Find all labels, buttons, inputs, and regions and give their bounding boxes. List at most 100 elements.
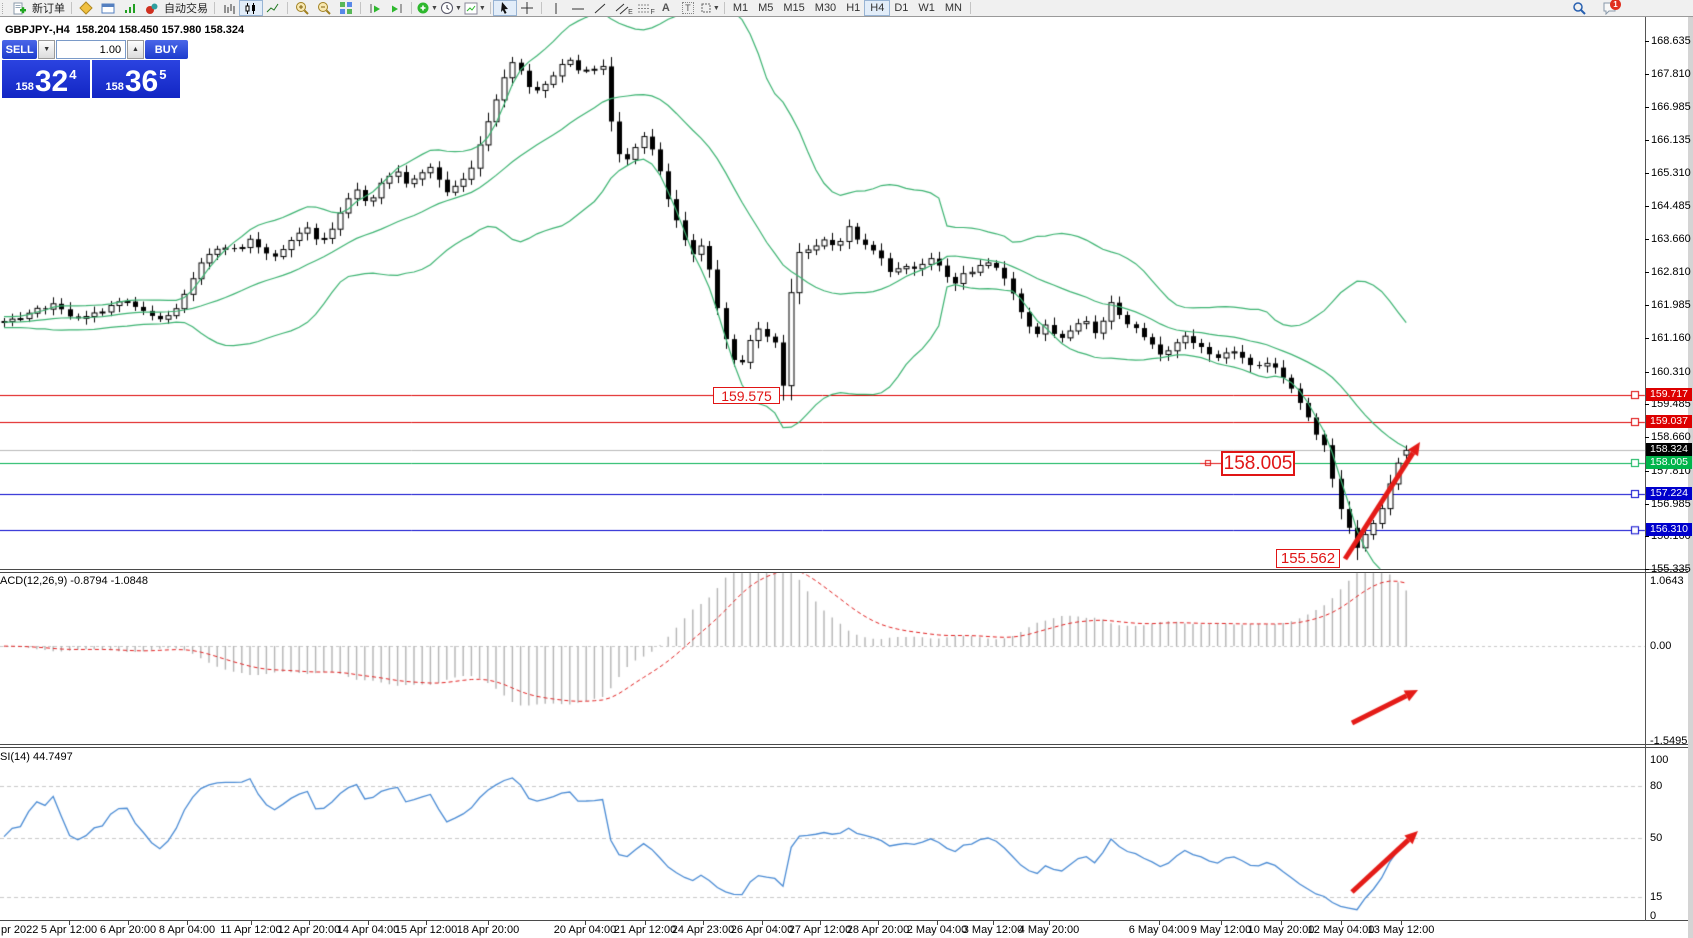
bar-chart-button[interactable] bbox=[218, 1, 240, 15]
cursor-icon bbox=[498, 1, 512, 15]
buy-price-big: 36 bbox=[124, 65, 159, 98]
text-tool[interactable]: A bbox=[655, 1, 677, 15]
macd-rsi-separator[interactable] bbox=[0, 744, 1688, 748]
price-tick-label: 159.485 bbox=[1651, 398, 1691, 411]
volume-decrease-button[interactable]: ▼ bbox=[38, 40, 56, 59]
timeframe-h4[interactable]: H4 bbox=[864, 0, 891, 16]
price-tick-dash bbox=[1645, 569, 1649, 570]
sell-price-figure: 158 bbox=[15, 81, 34, 93]
new-order-button[interactable] bbox=[9, 1, 31, 15]
auto-scroll-button[interactable] bbox=[364, 1, 386, 15]
price-tick-dash bbox=[1645, 41, 1649, 42]
trendline-tool[interactable] bbox=[589, 1, 611, 15]
time-axis-tick bbox=[993, 921, 994, 925]
timeframe-d1[interactable]: D1 bbox=[894, 2, 909, 14]
price-tick-dash bbox=[1645, 503, 1649, 505]
price-tick-dash bbox=[1645, 140, 1649, 142]
channel-tool[interactable]: E bbox=[611, 1, 633, 16]
rsi-scale-label: 50 bbox=[1650, 831, 1663, 844]
time-axis-label: 13 May 12:00 bbox=[1367, 924, 1435, 936]
price-tick-dash bbox=[1645, 173, 1649, 174]
chart-object-button[interactable] bbox=[75, 1, 97, 15]
price-tick-label: 161.160 bbox=[1651, 331, 1691, 344]
annotation-box-158_005[interactable]: 158.005 bbox=[1221, 451, 1295, 476]
tile-windows-button[interactable] bbox=[335, 1, 357, 15]
time-axis-label: 3 May 12:00 bbox=[962, 924, 1024, 936]
dropdown-caret-icon: ▼ bbox=[712, 4, 720, 12]
vertical-line-tool[interactable] bbox=[545, 1, 567, 15]
volume-input[interactable] bbox=[56, 40, 127, 59]
templates-button[interactable]: ▼ bbox=[463, 1, 487, 15]
auto-trading-label[interactable]: 自动交易 bbox=[164, 3, 208, 15]
price-badge: 159.717 bbox=[1646, 388, 1692, 402]
time-axis-label: 24 Apr 23:00 bbox=[671, 924, 735, 936]
annotation-box-155_562[interactable]: 155.562 bbox=[1276, 549, 1340, 568]
indicators-button[interactable]: ▼ bbox=[415, 1, 439, 15]
time-axis-label: 10 May 20:00 bbox=[1247, 924, 1315, 936]
auto-trading-button[interactable] bbox=[141, 1, 163, 15]
rsi-scale-label: 100 bbox=[1650, 754, 1669, 766]
price-tick-label: 167.810 bbox=[1651, 67, 1691, 80]
chart-shift-icon bbox=[390, 2, 404, 15]
timeframe-h1[interactable]: H1 bbox=[846, 2, 861, 14]
text-label-icon: T bbox=[682, 2, 694, 14]
time-axis-tick bbox=[488, 921, 489, 925]
time-axis-tick bbox=[937, 921, 938, 925]
buy-price-panel[interactable]: 158 36 5 bbox=[92, 60, 180, 98]
timeframe-w1[interactable]: W1 bbox=[918, 2, 935, 14]
horizontal-line-tool[interactable] bbox=[567, 1, 589, 15]
time-axis-label: 5 Apr 12:00 bbox=[40, 924, 98, 936]
fibonacci-tool[interactable]: F bbox=[633, 1, 655, 16]
template-icon bbox=[464, 2, 478, 15]
sell-price-big: 32 bbox=[34, 65, 69, 98]
toolbar-right-group: 1 bbox=[1568, 0, 1621, 15]
buy-button[interactable]: BUY bbox=[144, 40, 189, 59]
timeframe-m1[interactable]: M1 bbox=[732, 2, 749, 14]
search-button[interactable] bbox=[1568, 1, 1590, 15]
toolbar-separator bbox=[723, 2, 725, 14]
fibonacci-icon bbox=[637, 2, 651, 15]
chart-shift-button[interactable] bbox=[386, 1, 408, 15]
price-badge: 159.037 bbox=[1646, 415, 1692, 429]
price-axis-line bbox=[1645, 17, 1646, 921]
timeframe-m30[interactable]: M30 bbox=[814, 2, 837, 14]
sell-button[interactable]: SELL bbox=[2, 40, 38, 59]
line-chart-button[interactable] bbox=[262, 1, 284, 15]
rsi-scale-label: 80 bbox=[1650, 780, 1663, 793]
timeframe-mn[interactable]: MN bbox=[944, 2, 962, 14]
annotation-box-159_575[interactable]: 159.575 bbox=[713, 387, 780, 404]
shapes-tool[interactable]: ▼ bbox=[699, 1, 721, 15]
time-axis-tick bbox=[1401, 921, 1402, 925]
signals-button[interactable] bbox=[119, 1, 141, 15]
line-chart-icon bbox=[266, 2, 280, 15]
time-axis-label: 18 Apr 20:00 bbox=[456, 924, 520, 936]
text-label-tool[interactable]: T bbox=[677, 1, 699, 15]
time-axis-label: 6 Apr 20:00 bbox=[99, 924, 157, 936]
volume-increase-button[interactable]: ▲ bbox=[127, 40, 144, 59]
chart-window-button[interactable] bbox=[97, 1, 119, 15]
periods-button[interactable]: ▼ bbox=[439, 1, 463, 15]
zoom-out-button[interactable] bbox=[313, 1, 335, 15]
cursor-tool-button[interactable] bbox=[492, 0, 517, 16]
timeframe-m5[interactable]: M5 bbox=[758, 2, 774, 14]
notifications-button[interactable]: 1 bbox=[1598, 0, 1621, 15]
sell-price-panel[interactable]: 158 32 4 bbox=[2, 60, 90, 98]
main-macd-separator[interactable] bbox=[0, 569, 1688, 573]
price-tick-dash bbox=[1645, 337, 1649, 339]
price-badge: 157.224 bbox=[1646, 487, 1692, 501]
rsi-scale-label: 15 bbox=[1650, 891, 1663, 904]
price-tick-dash bbox=[1645, 536, 1649, 538]
candlestick-icon bbox=[244, 2, 258, 15]
new-order-label[interactable]: 新订单 bbox=[32, 3, 65, 15]
fibo-sub-label: F bbox=[650, 9, 655, 16]
shapes-icon bbox=[700, 2, 712, 14]
window-icon bbox=[101, 2, 115, 15]
time-axis-tick bbox=[1049, 921, 1050, 925]
timeframe-m15[interactable]: M15 bbox=[783, 2, 805, 14]
macd-scale-top: 1.0643 bbox=[1650, 575, 1684, 587]
candlestick-chart-button[interactable] bbox=[239, 0, 263, 16]
crosshair-tool-button[interactable] bbox=[516, 1, 538, 15]
zoom-in-button[interactable] bbox=[291, 1, 313, 15]
